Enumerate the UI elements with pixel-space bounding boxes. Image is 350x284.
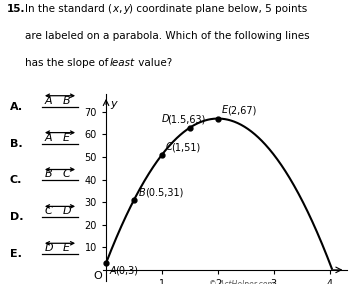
Text: least: least <box>110 58 134 68</box>
Text: A: A <box>110 266 117 275</box>
Text: In the standard (: In the standard ( <box>25 4 112 14</box>
Text: E: E <box>222 105 228 115</box>
Text: ,: , <box>118 4 122 14</box>
Text: y: y <box>123 4 130 14</box>
Text: C: C <box>45 206 53 216</box>
Text: D.: D. <box>10 212 23 222</box>
Text: E: E <box>63 243 70 253</box>
Text: D: D <box>162 114 169 124</box>
Text: D: D <box>63 206 72 216</box>
Text: C: C <box>166 143 173 153</box>
Text: are labeled on a parabola. Which of the following lines: are labeled on a parabola. Which of the … <box>25 31 310 41</box>
Text: E: E <box>63 133 70 143</box>
Text: A.: A. <box>10 102 23 112</box>
Text: D: D <box>45 243 54 253</box>
Text: B: B <box>45 170 52 179</box>
Text: has the slope of: has the slope of <box>25 58 112 68</box>
Text: (0.5,31): (0.5,31) <box>145 188 183 198</box>
Text: (0,3): (0,3) <box>116 266 139 275</box>
Text: © ActHelper.com: © ActHelper.com <box>210 280 275 284</box>
Text: value?: value? <box>135 58 173 68</box>
Text: B.: B. <box>10 139 23 149</box>
Text: O: O <box>94 271 103 281</box>
Text: y: y <box>111 99 117 109</box>
Text: ) coordinate plane below, 5 points: ) coordinate plane below, 5 points <box>129 4 308 14</box>
Text: C: C <box>63 170 71 179</box>
Text: (2,67): (2,67) <box>228 105 257 115</box>
Text: B: B <box>63 96 71 106</box>
Text: x: x <box>112 4 119 14</box>
Text: (1,51): (1,51) <box>172 143 201 153</box>
Text: C.: C. <box>10 176 22 185</box>
Text: B: B <box>139 188 146 198</box>
Text: E.: E. <box>10 249 22 259</box>
Text: A: A <box>45 133 52 143</box>
Text: (1.5,63): (1.5,63) <box>168 114 206 124</box>
Text: A: A <box>45 96 52 106</box>
Text: 15.: 15. <box>6 4 25 14</box>
